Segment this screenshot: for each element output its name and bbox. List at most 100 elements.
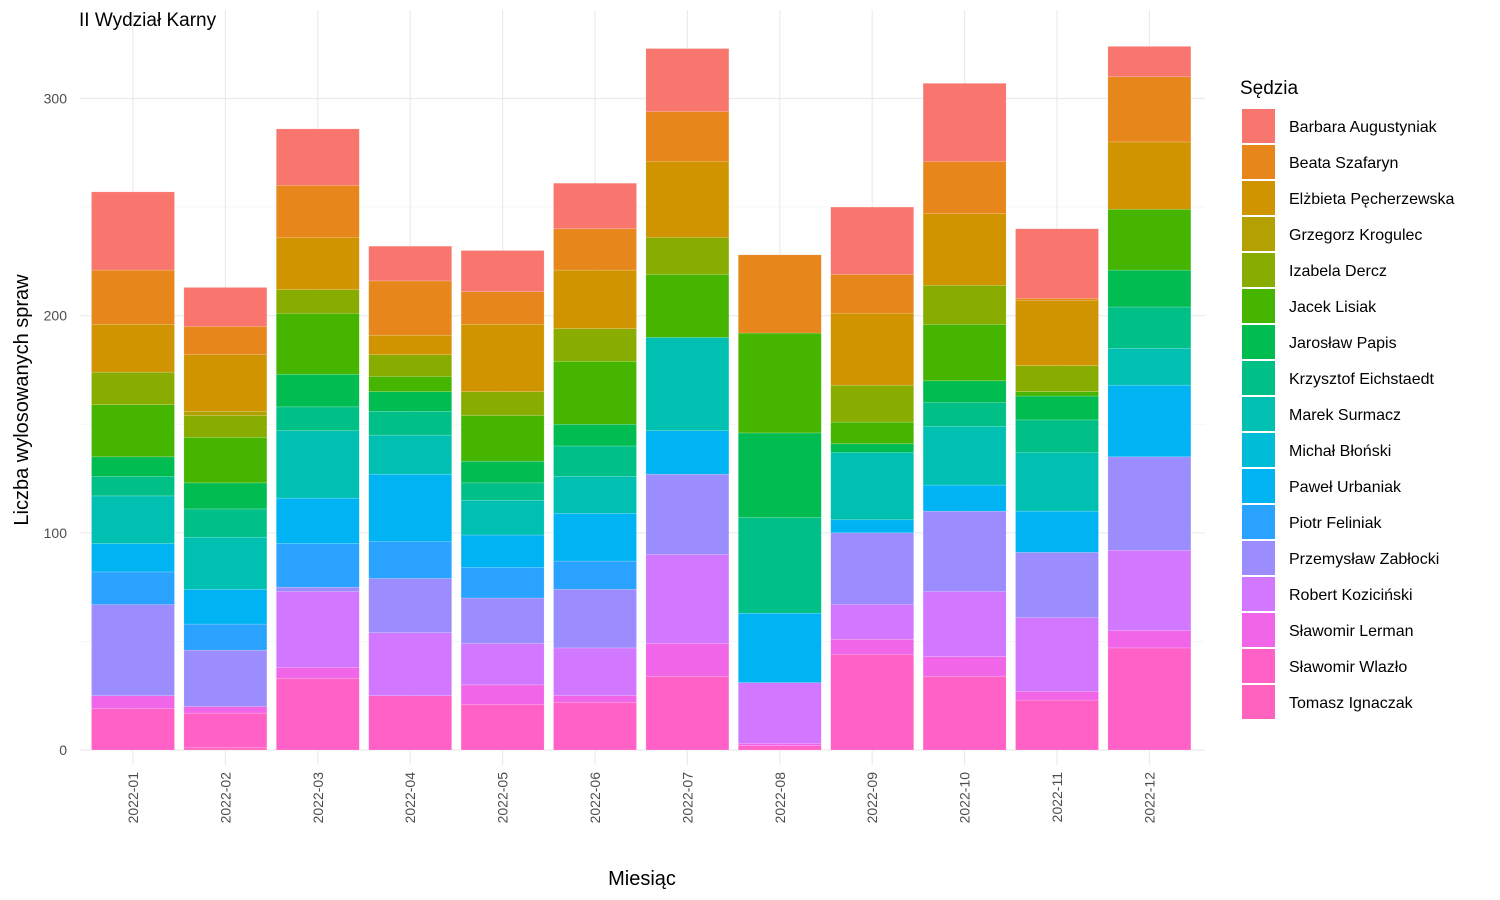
bar-segment xyxy=(91,371,175,405)
legend-key xyxy=(1242,217,1275,251)
y-tick-label: 200 xyxy=(44,308,68,324)
bar-segment xyxy=(1107,384,1192,458)
bar-segment xyxy=(183,589,268,625)
bar-segment xyxy=(830,532,914,605)
bar-segment xyxy=(276,543,360,588)
bar-segment xyxy=(368,376,452,392)
bar-segment xyxy=(553,182,637,230)
bar-segment xyxy=(738,254,822,334)
bar-segment xyxy=(1015,691,1099,701)
x-tick-label: 2022-09 xyxy=(864,772,880,824)
bar-segment xyxy=(830,206,914,275)
bar-segment xyxy=(738,745,822,751)
legend-label: Paweł Urbaniak xyxy=(1289,479,1402,496)
legend-key xyxy=(1242,577,1275,611)
legend-key xyxy=(1242,109,1275,143)
bar-segment xyxy=(553,228,637,271)
bar-segment xyxy=(922,426,1007,486)
bar-segment xyxy=(1015,552,1099,618)
bar-segment xyxy=(553,424,637,447)
bar-segment xyxy=(368,541,452,579)
bars xyxy=(91,46,1192,751)
bar-segment xyxy=(368,434,452,475)
bar-segment xyxy=(91,324,175,373)
x-tick-label: 2022-02 xyxy=(217,772,233,824)
bar-segment xyxy=(553,476,637,514)
x-tick-label: 2022-03 xyxy=(310,772,326,824)
bar-segment xyxy=(276,313,360,375)
legend-label: Przemysław Zabłocki xyxy=(1289,551,1439,568)
bar-segment xyxy=(460,482,545,501)
bar-segment xyxy=(460,250,545,293)
x-axis-title: Miesiąc xyxy=(608,868,676,890)
chart-title: II Wydział Karny xyxy=(79,10,217,31)
legend-label: Jarosław Papis xyxy=(1289,335,1397,352)
legend-key xyxy=(1242,541,1275,575)
legend-label: Michał Błoński xyxy=(1289,443,1391,460)
bar-segment xyxy=(368,695,452,751)
bar-segment xyxy=(91,495,175,544)
bar-segment xyxy=(91,571,175,605)
x-tick-label: 2022-08 xyxy=(772,772,788,824)
bar-segment xyxy=(553,701,637,751)
bar-segment xyxy=(922,656,1007,677)
x-tick-label: 2022-07 xyxy=(679,772,695,824)
bar-segment xyxy=(645,48,730,112)
legend-label: Piotr Feliniak xyxy=(1289,515,1382,532)
legend-key xyxy=(1242,181,1275,215)
x-tick-label: 2022-11 xyxy=(1049,772,1065,823)
bar-segment xyxy=(368,473,452,542)
bar-segment xyxy=(276,667,360,679)
bar-segment xyxy=(553,445,637,477)
legend-label: Sławomir Wlazło xyxy=(1289,659,1407,676)
bar-segment xyxy=(91,269,175,325)
bar-segment xyxy=(922,213,1007,286)
bar-segment xyxy=(553,361,637,425)
bar-segment xyxy=(368,280,452,336)
bar-segment xyxy=(553,328,637,362)
bar-segment xyxy=(645,337,730,432)
bar-segment xyxy=(738,743,822,746)
bar-segment xyxy=(1107,647,1192,751)
bar-segment xyxy=(460,567,545,599)
bar-segment xyxy=(922,591,1007,657)
bar-segment xyxy=(368,410,452,436)
bar-segment xyxy=(368,391,452,412)
bar-segment xyxy=(460,704,545,751)
x-tick-label: 2022-12 xyxy=(1141,772,1157,824)
bar-segment xyxy=(922,510,1007,592)
y-tick-label: 300 xyxy=(44,91,68,107)
bar-segment xyxy=(1015,300,1099,366)
bar-segment xyxy=(645,274,730,338)
bar-segment xyxy=(368,245,452,282)
bar-segment xyxy=(368,632,452,696)
bar-segment xyxy=(460,460,545,484)
bar-segment xyxy=(276,586,360,592)
bar-segment xyxy=(922,324,1007,382)
bar-segment xyxy=(1107,347,1192,386)
legend-label: Marek Surmacz xyxy=(1289,407,1401,424)
bar-segment xyxy=(738,332,822,434)
bar-segment xyxy=(1015,510,1099,553)
bar-segment xyxy=(91,456,175,477)
bar-segment xyxy=(183,649,268,707)
legend-label: Krzysztof Eichstaedt xyxy=(1289,371,1435,388)
bar-segment xyxy=(183,623,268,651)
legend-key xyxy=(1242,145,1275,179)
legend-key xyxy=(1242,613,1275,647)
bar-segment xyxy=(368,354,452,377)
bar-segment xyxy=(1015,419,1099,453)
bar-segment xyxy=(1107,630,1192,649)
bar-segment xyxy=(91,695,175,709)
bar-segment xyxy=(830,638,914,655)
legend-key xyxy=(1242,361,1275,395)
bar-segment xyxy=(1107,549,1192,631)
bar-segment xyxy=(1015,617,1099,692)
bar-segment xyxy=(1015,395,1099,421)
bar-segment xyxy=(276,128,360,186)
bar-segment xyxy=(645,643,730,677)
bar-segment xyxy=(91,476,175,497)
bar-segment xyxy=(460,324,545,392)
bar-segment xyxy=(830,519,914,534)
